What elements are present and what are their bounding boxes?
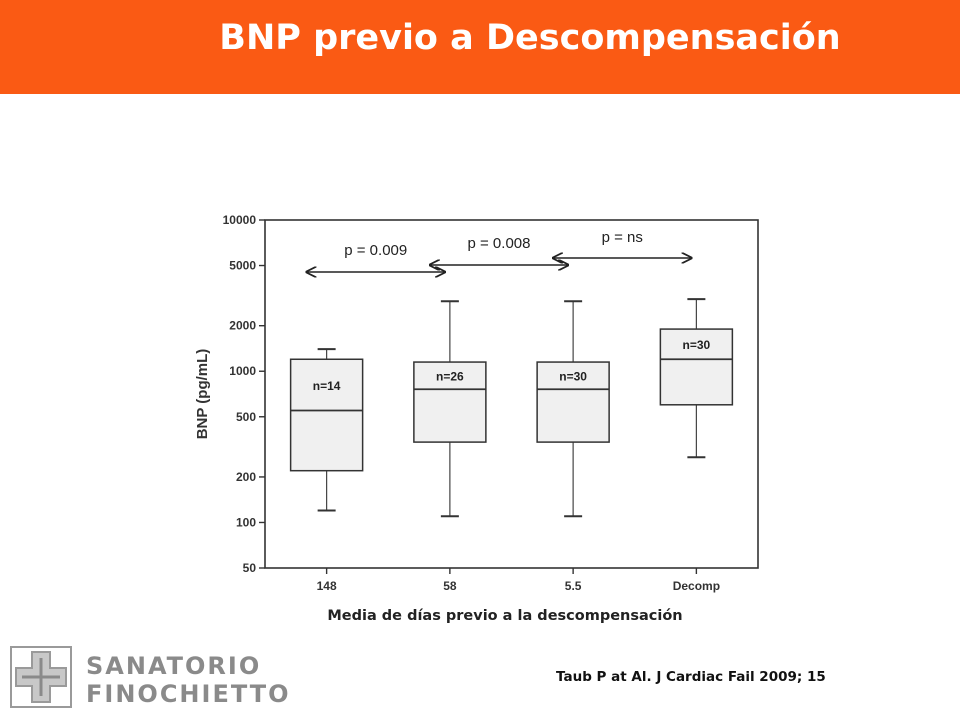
box-iqr [289, 358, 364, 472]
box-iqr [659, 328, 734, 406]
box-iqr [536, 361, 610, 443]
x-tick-label: 5.5 [565, 579, 582, 593]
x-tick-label: Decomp [673, 579, 720, 593]
y-tick-label: 100 [236, 515, 256, 529]
x-tick-label: 148 [317, 579, 337, 593]
logo-text-finochietto: FINOCHIETTO [86, 680, 291, 708]
box-n-label: n=30 [559, 370, 587, 384]
y-tick-label: 50 [243, 561, 257, 575]
citation: Taub P at Al. J Cardiac Fail 2009; 15 [556, 669, 826, 685]
y-tick-label: 1000 [229, 364, 256, 378]
logo-text-sanatorio: SANATORIO [86, 652, 262, 680]
y-axis-label: BNP (pg/mL) [194, 349, 211, 440]
x-axis-caption: Media de días previo a la descompensació… [327, 608, 683, 624]
p-value-label: p = 0.008 [468, 235, 531, 252]
y-tick-label: 200 [236, 470, 256, 484]
box-iqr [413, 361, 487, 443]
cross-logo-icon [10, 646, 72, 708]
y-tick-label: 2000 [229, 319, 256, 333]
box-n-label: n=30 [683, 338, 711, 352]
box-n-label: n=14 [313, 379, 341, 393]
slide-title: BNP previo a Descompensación [219, 18, 841, 58]
y-tick-label: 5000 [229, 259, 256, 273]
p-value-label: p = ns [602, 229, 643, 246]
y-tick-label: 10000 [223, 213, 257, 227]
boxplot-chart: 50 100 200 500 1000 2000 5000 10000 BNP (pg/mL) 1… [194, 213, 759, 593]
sanatorio-logo: SANATORIO FINOCHIETTO [10, 646, 289, 710]
plot-frame [264, 219, 759, 569]
p-value-label: p = 0.009 [344, 242, 407, 259]
title-banner: BNP previo a Descompensación [0, 0, 960, 94]
x-tick-label: 58 [443, 579, 457, 593]
box-n-label: n=26 [436, 370, 464, 384]
y-tick-label: 500 [236, 410, 256, 424]
